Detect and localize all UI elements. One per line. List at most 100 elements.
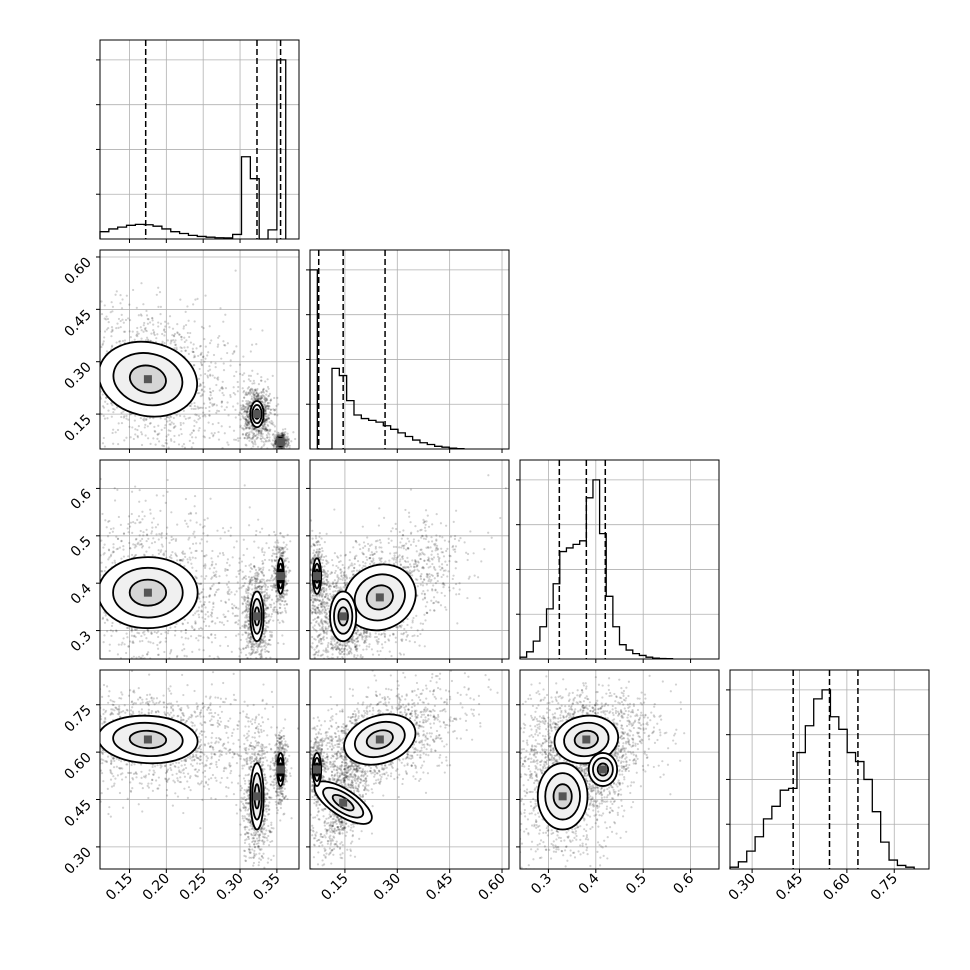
sample-point <box>143 633 146 636</box>
sample-point <box>215 383 218 387</box>
sample-point <box>134 635 137 639</box>
sample-point <box>130 628 133 632</box>
sample-point <box>198 648 201 651</box>
sample-point <box>254 572 257 575</box>
sample-point <box>245 444 248 447</box>
sample-point <box>141 654 144 657</box>
sample-point <box>241 584 245 588</box>
sample-point <box>272 584 275 587</box>
sample-point <box>87 612 89 614</box>
sample-point <box>211 608 214 611</box>
sample-point <box>262 553 266 557</box>
sample-point <box>264 440 267 443</box>
sample-point <box>115 535 118 538</box>
sample-point <box>245 432 248 435</box>
sample-point <box>256 387 259 391</box>
sample-point <box>244 602 248 605</box>
sample-point <box>111 329 114 332</box>
sample-point <box>110 345 114 349</box>
sample-point <box>200 610 203 613</box>
sample-point <box>107 558 110 561</box>
sample-point <box>249 581 252 584</box>
sample-point <box>117 443 120 446</box>
sample-point <box>78 564 80 566</box>
sample-point <box>245 616 249 619</box>
sample-point <box>246 610 250 613</box>
sample-point <box>95 408 97 410</box>
sample-point <box>211 584 214 588</box>
sample-point <box>253 576 256 580</box>
sample-point <box>252 396 256 400</box>
sample-point <box>81 565 83 567</box>
sample-point <box>273 577 276 580</box>
sample-point <box>245 399 248 403</box>
sample-point <box>173 440 176 443</box>
sample-point <box>186 525 190 528</box>
sample-point <box>246 436 249 439</box>
sample-point <box>271 374 274 377</box>
sample-point <box>278 435 282 438</box>
sample-point <box>277 403 280 406</box>
sample-point <box>128 425 131 428</box>
sample-point <box>141 537 144 541</box>
sample-point <box>204 372 207 376</box>
sample-point <box>217 438 221 441</box>
sample-point <box>178 558 181 562</box>
sample-point <box>57 594 59 596</box>
sample-point <box>274 437 277 441</box>
sample-point <box>239 425 242 429</box>
sample-point <box>242 427 245 430</box>
sample-point <box>260 585 263 589</box>
sample-point <box>86 575 88 577</box>
sample-point <box>245 591 248 595</box>
sample-point <box>264 429 267 432</box>
sample-point <box>113 499 117 502</box>
sample-point <box>240 408 243 411</box>
sample-point <box>223 615 226 619</box>
sample-point <box>267 387 270 390</box>
sample-point <box>187 637 190 640</box>
sample-point <box>196 297 199 300</box>
sample-point <box>157 538 160 541</box>
sample-point <box>246 644 250 647</box>
sample-point <box>130 634 134 637</box>
sample-point <box>256 661 258 663</box>
sample-point <box>83 356 85 358</box>
grid <box>726 670 929 869</box>
sample-point <box>92 622 94 624</box>
sample-point <box>225 583 229 586</box>
sample-point <box>272 444 275 447</box>
sample-point <box>139 326 142 329</box>
sample-point <box>188 697 190 699</box>
sample-point <box>266 643 269 646</box>
sample-point <box>262 637 265 640</box>
sample-point <box>248 401 251 404</box>
sample-point <box>227 590 230 593</box>
sample-point <box>98 539 100 541</box>
sample-point <box>243 576 246 579</box>
sample-point <box>261 568 265 571</box>
sample-point <box>258 585 262 588</box>
sample-point <box>95 609 97 611</box>
sample-point <box>250 646 253 649</box>
sample-point <box>199 406 203 409</box>
sample-point <box>266 579 269 582</box>
sample-point <box>254 586 258 589</box>
sample-point <box>136 326 139 330</box>
sample-point <box>208 625 211 628</box>
sample-point <box>246 626 250 629</box>
sample-point <box>180 636 183 639</box>
sample-point <box>170 415 173 419</box>
sample-point <box>285 438 288 441</box>
sample-point <box>181 649 184 652</box>
sample-point <box>153 425 156 428</box>
sample-point <box>264 427 267 431</box>
sample-point <box>70 366 72 368</box>
sample-point <box>206 636 209 639</box>
density-peak <box>252 410 261 419</box>
sample-point <box>223 432 226 435</box>
sample-point <box>72 696 74 698</box>
sample-point <box>258 642 262 646</box>
histogram-1 <box>309 269 465 450</box>
sample-point <box>245 640 249 643</box>
